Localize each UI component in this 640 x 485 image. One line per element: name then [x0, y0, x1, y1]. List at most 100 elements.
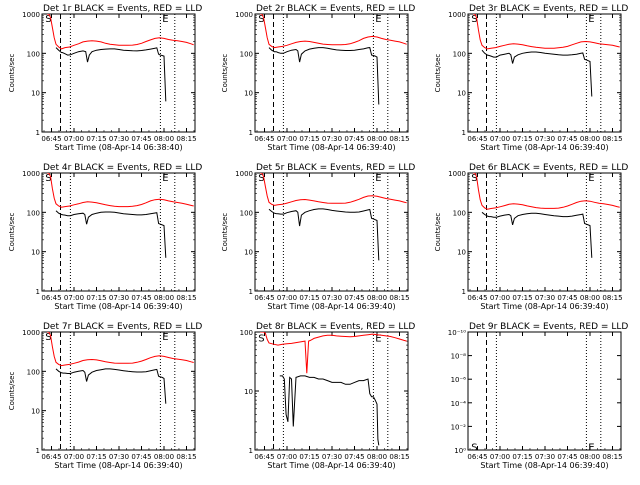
x-tick-label: 07:30: [109, 135, 129, 143]
marker-s: S: [45, 332, 51, 343]
y-tick-label: 1000: [22, 329, 40, 337]
y-tick-label: 10: [31, 249, 40, 257]
y-tick-label: 1: [36, 129, 40, 137]
marker-s: S: [258, 173, 264, 184]
detector-panel-8: Det 8r BLACK = Events, RED = LLD 1 10 100 06…: [240, 322, 416, 470]
x-tick-label: 07:00: [277, 294, 297, 302]
x-axis-label: Start Time (08-Apr-14 06:39:40): [480, 143, 608, 152]
marker-s: S: [471, 14, 477, 25]
y-tick-label: 10⁻⁴: [451, 400, 467, 408]
y-tick-label: 100: [27, 368, 40, 376]
y-tick-label: 1: [462, 288, 466, 296]
y-tick-label: 10⁻²: [451, 423, 467, 431]
y-tick-label: 10⁻⁶: [451, 376, 467, 384]
panel-title: Det 6r BLACK = Events, RED = LLD: [469, 163, 628, 173]
x-tick-label: 08:15: [176, 294, 196, 302]
y-tick-label: 1000: [235, 11, 253, 19]
series-group: [47, 173, 194, 258]
plot-frame: [41, 172, 196, 292]
y-axis-label: Counts/sec: [221, 213, 229, 252]
panel-title: Det 8r BLACK = Events, RED = LLD: [256, 322, 415, 332]
x-tick-label: 08:00: [367, 294, 387, 302]
y-tick-label: 10: [31, 408, 40, 416]
marker-e: E: [588, 442, 594, 453]
series-group: [47, 14, 194, 102]
x-tick-label: 06:45: [254, 294, 274, 302]
x-tick-label: 07:00: [64, 453, 84, 461]
detector-panel-3: Det 3r BLACK = Events, RED = LLD 1 10 100 10…: [434, 4, 628, 152]
marker-e: E: [588, 14, 594, 25]
detector-panel-2: Det 2r BLACK = Events, RED = LLD 1 10 100 10…: [221, 4, 415, 152]
y-tick-label: 1000: [22, 170, 40, 178]
y-tick-label: 10: [457, 90, 466, 98]
series-group: [47, 332, 194, 404]
x-tick-label: 06:45: [41, 135, 61, 143]
y-tick-label: 100: [453, 209, 466, 217]
x-tick-label: 07:45: [344, 453, 364, 461]
x-tick-label: 07:00: [64, 294, 84, 302]
x-tick-label: 06:45: [467, 453, 487, 461]
marker-e: E: [588, 173, 594, 184]
y-tick-label: 10: [31, 90, 40, 98]
x-tick-label: 07:30: [535, 453, 555, 461]
events-series-line: [481, 211, 593, 258]
y-axis-label: Counts/sec: [8, 54, 16, 93]
x-tick-label: 08:15: [602, 453, 622, 461]
y-tick-label: 100: [27, 50, 40, 58]
y-tick-label: 1: [249, 447, 253, 455]
x-tick-label: 08:15: [602, 135, 622, 143]
x-tick-label: 06:45: [41, 294, 61, 302]
y-tick-label: 1000: [235, 170, 253, 178]
x-tick-label: 07:45: [344, 294, 364, 302]
y-tick-label: 1: [36, 447, 40, 455]
x-tick-label: 06:45: [467, 294, 487, 302]
marker-s: S: [45, 14, 51, 25]
events-series-line: [268, 208, 380, 261]
detector-panel-1: Det 1r BLACK = Events, RED = LLD 1 10 100 10…: [8, 4, 202, 152]
x-tick-label: 07:30: [109, 453, 129, 461]
y-tick-label: 10: [244, 249, 253, 257]
x-tick-label: 07:00: [490, 453, 510, 461]
lld-series-line: [47, 14, 194, 50]
series-group: [473, 14, 620, 97]
y-tick-label: 1: [249, 288, 253, 296]
x-tick-label: 07:00: [490, 294, 510, 302]
y-axis-label: Counts/sec: [221, 54, 229, 93]
marker-e: E: [375, 173, 381, 184]
lld-series-line: [473, 14, 620, 50]
x-tick-label: 07:15: [86, 135, 106, 143]
y-tick-label: 1000: [448, 11, 466, 19]
y-axis-label: Counts/sec: [8, 372, 16, 411]
y-axis-label: Counts/sec: [434, 213, 442, 252]
y-tick-label: 10: [244, 90, 253, 98]
x-tick-label: 08:15: [389, 453, 409, 461]
y-tick-label: 10⁻¹⁰: [448, 329, 466, 337]
x-tick-label: 07:00: [64, 135, 84, 143]
x-tick-label: 08:00: [580, 135, 600, 143]
x-tick-label: 07:45: [131, 135, 151, 143]
lld-series-line: [260, 332, 407, 374]
series-group: [260, 173, 407, 261]
x-tick-label: 08:00: [154, 135, 174, 143]
lld-series-line: [260, 173, 407, 206]
x-tick-label: 08:00: [367, 453, 387, 461]
x-axis-label: Start Time (08-Apr-14 06:39:40): [267, 461, 395, 470]
x-tick-label: 08:15: [389, 135, 409, 143]
panel-title: Det 5r BLACK = Events, RED = LLD: [256, 163, 415, 173]
marker-s: S: [471, 173, 477, 184]
y-tick-label: 10⁻⁸: [451, 353, 467, 361]
x-tick-label: 07:45: [557, 453, 577, 461]
y-tick-label: 10⁰: [454, 447, 466, 455]
plot-frame: [254, 13, 409, 133]
x-tick-label: 07:15: [512, 453, 532, 461]
panel-title: Det 2r BLACK = Events, RED = LLD: [256, 4, 415, 14]
panel-title: Det 4r BLACK = Events, RED = LLD: [43, 163, 202, 173]
x-tick-label: 06:45: [254, 135, 274, 143]
detector-panel-4: Det 4r BLACK = Events, RED = LLD 1 10 100 10…: [8, 163, 202, 311]
x-tick-label: 07:30: [322, 294, 342, 302]
y-tick-label: 1000: [448, 170, 466, 178]
x-tick-label: 07:45: [131, 294, 151, 302]
marker-e: E: [375, 14, 381, 25]
marker-e: E: [162, 173, 168, 184]
series-group: [473, 173, 620, 258]
